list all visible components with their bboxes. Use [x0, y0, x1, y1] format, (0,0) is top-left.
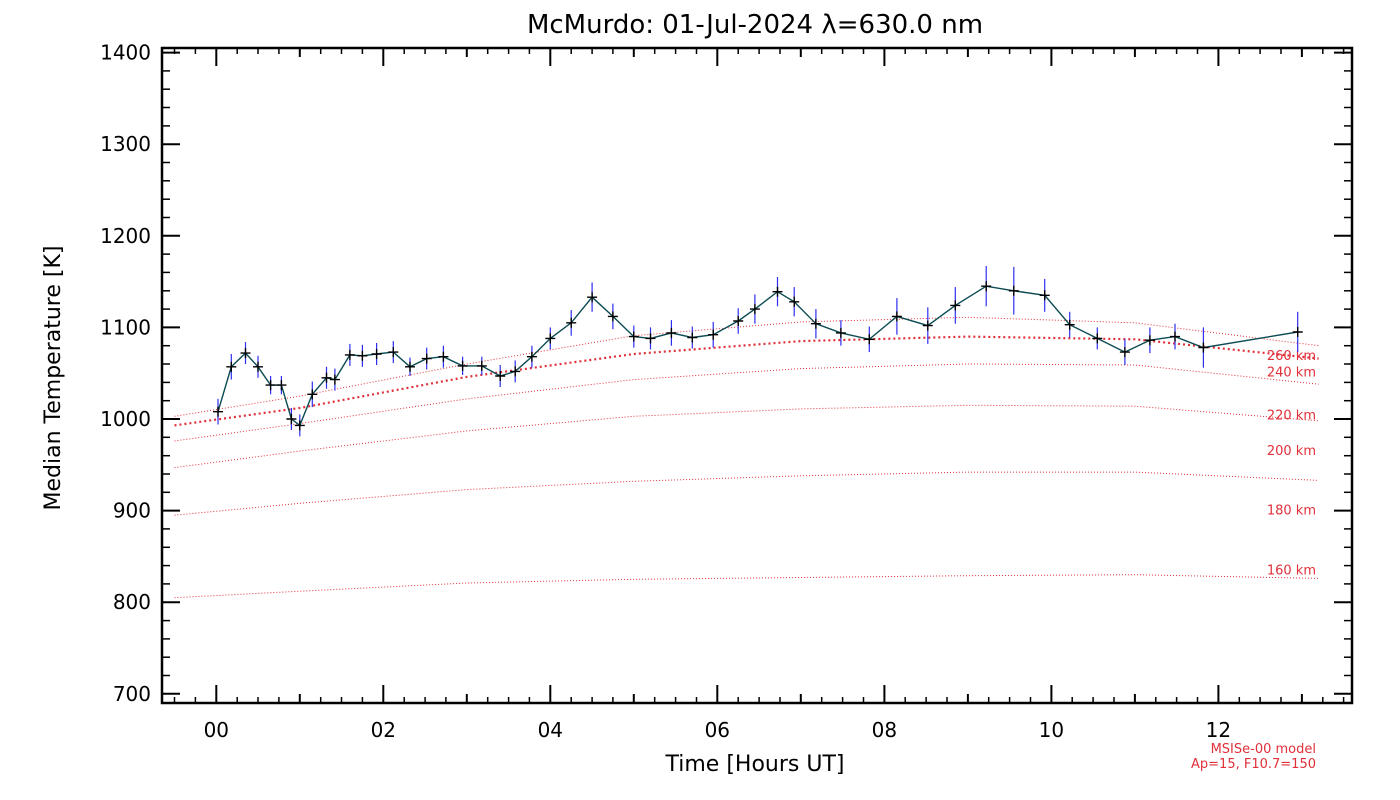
- data-point: [307, 389, 318, 400]
- data-point: [687, 332, 698, 343]
- data-point: [294, 420, 305, 431]
- data-point: [789, 296, 800, 307]
- y-tick-label: 1300: [100, 132, 151, 156]
- data-point: [950, 300, 961, 311]
- data-point: [628, 331, 639, 342]
- data-point: [749, 304, 760, 315]
- data-point: [891, 311, 902, 322]
- y-tick-label: 800: [113, 590, 151, 614]
- y-tick-label: 1000: [100, 407, 151, 431]
- data-point: [1144, 335, 1155, 346]
- x-tick-label: 12: [1206, 718, 1231, 742]
- data-point: [810, 318, 821, 329]
- data-point: [265, 380, 276, 391]
- data-point: [438, 351, 449, 362]
- x-axis-label: Time [Hours UT]: [665, 752, 845, 777]
- y-tick-label: 700: [113, 682, 151, 706]
- data-point: [981, 281, 992, 292]
- data-point: [1064, 319, 1075, 330]
- data-point: [864, 334, 875, 345]
- data-point: [321, 372, 332, 383]
- data-point: [329, 374, 340, 385]
- data-point: [1092, 333, 1103, 344]
- data-point: [421, 353, 432, 364]
- y-tick-label: 900: [113, 499, 151, 523]
- data-point: [457, 360, 468, 371]
- data-point: [772, 286, 783, 297]
- model-curves: [174, 316, 1319, 599]
- y-tick-label: 1100: [100, 315, 151, 339]
- data-point: [388, 347, 399, 358]
- data-point: [545, 333, 556, 344]
- x-tick-label: 04: [538, 718, 563, 742]
- model-curve-label: 180 km: [1267, 504, 1316, 519]
- plot-border: [160, 46, 1354, 705]
- data-point: [587, 292, 598, 303]
- model-curve: [174, 574, 1319, 599]
- data-point: [1198, 342, 1209, 353]
- data-point: [526, 351, 537, 362]
- y-tick-label: 1200: [100, 224, 151, 248]
- data-point: [357, 350, 368, 361]
- data-point: [645, 333, 656, 344]
- model-curve: [174, 335, 1319, 427]
- model-curve: [174, 363, 1319, 442]
- data-point: [344, 349, 355, 360]
- x-axis: 00 02 04 06 08 10 12: [173, 48, 1345, 742]
- model-curve-label: 160 km: [1267, 563, 1316, 578]
- x-tick-label: 08: [872, 718, 897, 742]
- series-line: [217, 285, 1298, 427]
- data-point: [226, 361, 237, 372]
- data-point: [708, 329, 719, 340]
- plot-frame: [160, 46, 1354, 705]
- data-point: [835, 327, 846, 338]
- data-point: [607, 311, 618, 322]
- data-point: [476, 360, 487, 371]
- data-point: [213, 406, 223, 417]
- data-point: [405, 361, 415, 372]
- model-curve-label: 260 km: [1267, 349, 1316, 364]
- data-point: [1119, 347, 1130, 358]
- data-point: [1170, 331, 1180, 342]
- x-tick-label: 10: [1039, 718, 1064, 742]
- data-point: [922, 320, 933, 331]
- data-point: [495, 371, 506, 381]
- data-point: [286, 414, 297, 424]
- model-annotation-line-2: Ap=15, F10.7=150: [1191, 757, 1316, 772]
- model-curve: [174, 404, 1319, 469]
- y-tick-label: 1400: [100, 41, 151, 65]
- data-point: [240, 348, 251, 359]
- data-point: [371, 349, 382, 359]
- data-point: [510, 366, 521, 377]
- model-curve-label: 200 km: [1267, 444, 1316, 459]
- chart-title: McMurdo: 01-Jul-2024 λ=630.0 nm: [527, 10, 983, 40]
- model-curve: [174, 471, 1319, 516]
- data-point: [666, 327, 677, 338]
- data-series: [213, 266, 1303, 437]
- y-axis-label: Median Temperature [K]: [41, 246, 66, 511]
- data-point: [1292, 327, 1303, 337]
- model-curve: [174, 316, 1319, 417]
- data-point: [1039, 290, 1050, 301]
- model-curve-label: 220 km: [1267, 408, 1316, 423]
- model-curve-label: 240 km: [1267, 365, 1316, 380]
- model-annotation-line-1: MSISe-00 model: [1211, 742, 1316, 757]
- data-point: [733, 316, 744, 326]
- data-point: [566, 317, 577, 328]
- data-point: [1008, 285, 1019, 296]
- y-axis: 700 800 900 1000 1100 1200 1300 1400: [100, 41, 1352, 706]
- x-tick-label: 00: [204, 718, 229, 742]
- x-tick-label: 02: [371, 718, 396, 742]
- x-tick-label: 06: [705, 718, 730, 742]
- data-point: [253, 361, 263, 372]
- data-point: [276, 380, 287, 391]
